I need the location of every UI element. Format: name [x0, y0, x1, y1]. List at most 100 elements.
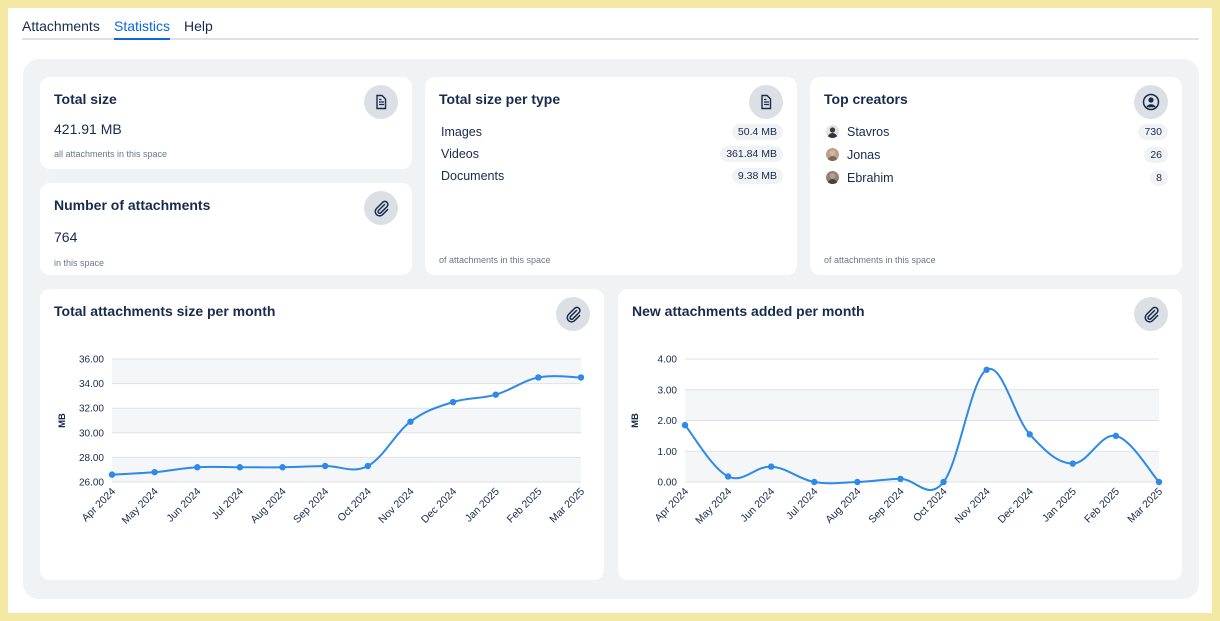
size-per-month-chart: 26.00 28.00 30.00 32.00 34.00 36.00 MB Apr 2024…	[57, 355, 587, 527]
y-tick-label: 4.00	[658, 355, 678, 366]
avatar	[826, 171, 839, 184]
new-per-month-title: New attachments added per month	[632, 303, 865, 319]
tab-attachments[interactable]: Attachments	[22, 18, 100, 34]
grid-band	[685, 389, 1159, 421]
data-point[interactable]	[983, 366, 990, 373]
data-point[interactable]	[1155, 478, 1163, 486]
attachments-count-card: Number of attachments 764 in this space	[40, 183, 412, 275]
statistics-panel: Total size 421.91 MB all attachments in …	[23, 59, 1199, 599]
x-tick-label: Jul 2024	[209, 486, 246, 523]
top-creators-note: of attachments in this space	[824, 255, 936, 265]
data-point[interactable]	[151, 468, 158, 476]
size-per-type-title: Total size per type	[439, 91, 561, 107]
total-size-note: all attachments in this space	[54, 149, 168, 159]
total-size-title: Total size	[54, 91, 117, 107]
data-point[interactable]	[236, 464, 244, 471]
data-point[interactable]	[1112, 432, 1120, 440]
y-tick-label: 3.00	[658, 385, 678, 396]
paperclip-icon	[556, 297, 590, 331]
tab-statistics[interactable]: Statistics	[114, 18, 171, 40]
type-row-documents: Documents 9.38 MB	[441, 166, 783, 186]
data-point[interactable]	[681, 421, 689, 429]
creator-name: Jonas	[847, 148, 881, 162]
y-tick-label: 26.00	[79, 478, 104, 489]
tab-bar: Attachments Statistics Help	[22, 8, 1199, 40]
type-size-badge: 9.38 MB	[731, 168, 783, 184]
data-point[interactable]	[854, 478, 861, 486]
y-tick-label: 1.00	[658, 447, 678, 458]
top-creators-title: Top creators	[824, 91, 908, 107]
y-axis-label: MB	[57, 413, 68, 428]
creator-row-ebrahim[interactable]: Ebrahim 8	[826, 168, 1168, 188]
document-icon	[364, 85, 398, 119]
creator-count-badge: 26	[1144, 147, 1168, 163]
statistics-page: Attachments Statistics Help Total size 4…	[8, 8, 1212, 613]
data-point[interactable]	[577, 374, 585, 381]
data-point[interactable]	[897, 475, 904, 483]
x-tick-label: Dec 2024	[419, 486, 459, 526]
data-point[interactable]	[407, 418, 414, 425]
data-point[interactable]	[492, 391, 499, 398]
size-per-month-card: Total attachments size per month 26.00 28…	[40, 289, 604, 580]
y-tick-label: 36.00	[79, 355, 104, 366]
x-tick-label: Mar 2025	[547, 486, 587, 526]
creator-name: Ebrahim	[847, 171, 894, 185]
tab-help[interactable]: Help	[184, 18, 213, 34]
x-tick-label: Jun 2024	[164, 486, 203, 525]
data-point[interactable]	[940, 478, 947, 486]
x-tick-label: Oct 2024	[335, 486, 374, 525]
data-point[interactable]	[279, 464, 286, 471]
data-point[interactable]	[535, 374, 542, 381]
grid-band	[112, 408, 581, 433]
type-label: Images	[441, 125, 482, 139]
document-icon	[749, 85, 783, 119]
y-tick-label: 2.00	[658, 416, 678, 427]
data-point[interactable]	[449, 398, 457, 406]
x-tick-label: Aug 2024	[248, 486, 288, 526]
user-icon	[1134, 85, 1168, 119]
size-per-type-note: of attachments in this space	[439, 255, 551, 265]
data-point[interactable]	[108, 471, 116, 478]
type-size-badge: 50.4 MB	[731, 124, 783, 140]
creator-row-stavros[interactable]: Stavros 730	[826, 122, 1168, 142]
data-point[interactable]	[811, 478, 818, 486]
data-point[interactable]	[321, 462, 329, 470]
x-tick-label: May 2024	[693, 486, 734, 527]
data-point[interactable]	[194, 464, 201, 471]
x-tick-label: Apr 2024	[79, 486, 118, 525]
x-tick-label: Jan 2025	[1040, 486, 1079, 525]
creator-row-jonas[interactable]: Jonas 26	[826, 145, 1168, 165]
attachments-count-title: Number of attachments	[54, 197, 211, 213]
data-point[interactable]	[1069, 460, 1077, 467]
y-tick-label: 28.00	[79, 453, 104, 464]
y-axis-label: MB	[630, 413, 641, 428]
attachments-count-note: in this space	[54, 258, 105, 268]
data-point[interactable]	[724, 473, 732, 480]
creator-name: Stavros	[847, 125, 890, 139]
avatar	[826, 148, 839, 161]
x-tick-label: Sep 2024	[291, 486, 331, 526]
top-creators-card: Top creators Stavros 730 Jonas 26 Ebrahi…	[810, 77, 1182, 275]
x-tick-label: Nov 2024	[952, 486, 992, 526]
creator-count-badge: 730	[1138, 124, 1168, 140]
type-row-images: Images 50.4 MB	[441, 122, 783, 142]
y-tick-label: 0.00	[658, 478, 678, 489]
type-label: Documents	[441, 169, 505, 183]
grid-band	[112, 359, 581, 384]
data-point[interactable]	[1026, 431, 1033, 438]
paperclip-icon	[1134, 297, 1168, 331]
x-tick-label: Feb 2025	[1082, 486, 1122, 526]
x-tick-label: Jul 2024	[784, 486, 821, 523]
creator-count-badge: 8	[1150, 170, 1168, 186]
x-tick-label: Aug 2024	[823, 486, 863, 526]
y-tick-label: 32.00	[79, 404, 104, 415]
data-point[interactable]	[767, 463, 775, 470]
x-tick-label: Feb 2025	[505, 486, 545, 526]
data-point[interactable]	[364, 462, 372, 470]
x-tick-label: Jun 2024	[738, 486, 777, 525]
x-tick-label: Nov 2024	[376, 486, 416, 526]
total-size-card: Total size 421.91 MB all attachments in …	[40, 77, 412, 169]
x-tick-label: Dec 2024	[996, 486, 1036, 526]
y-tick-label: 34.00	[79, 379, 104, 390]
